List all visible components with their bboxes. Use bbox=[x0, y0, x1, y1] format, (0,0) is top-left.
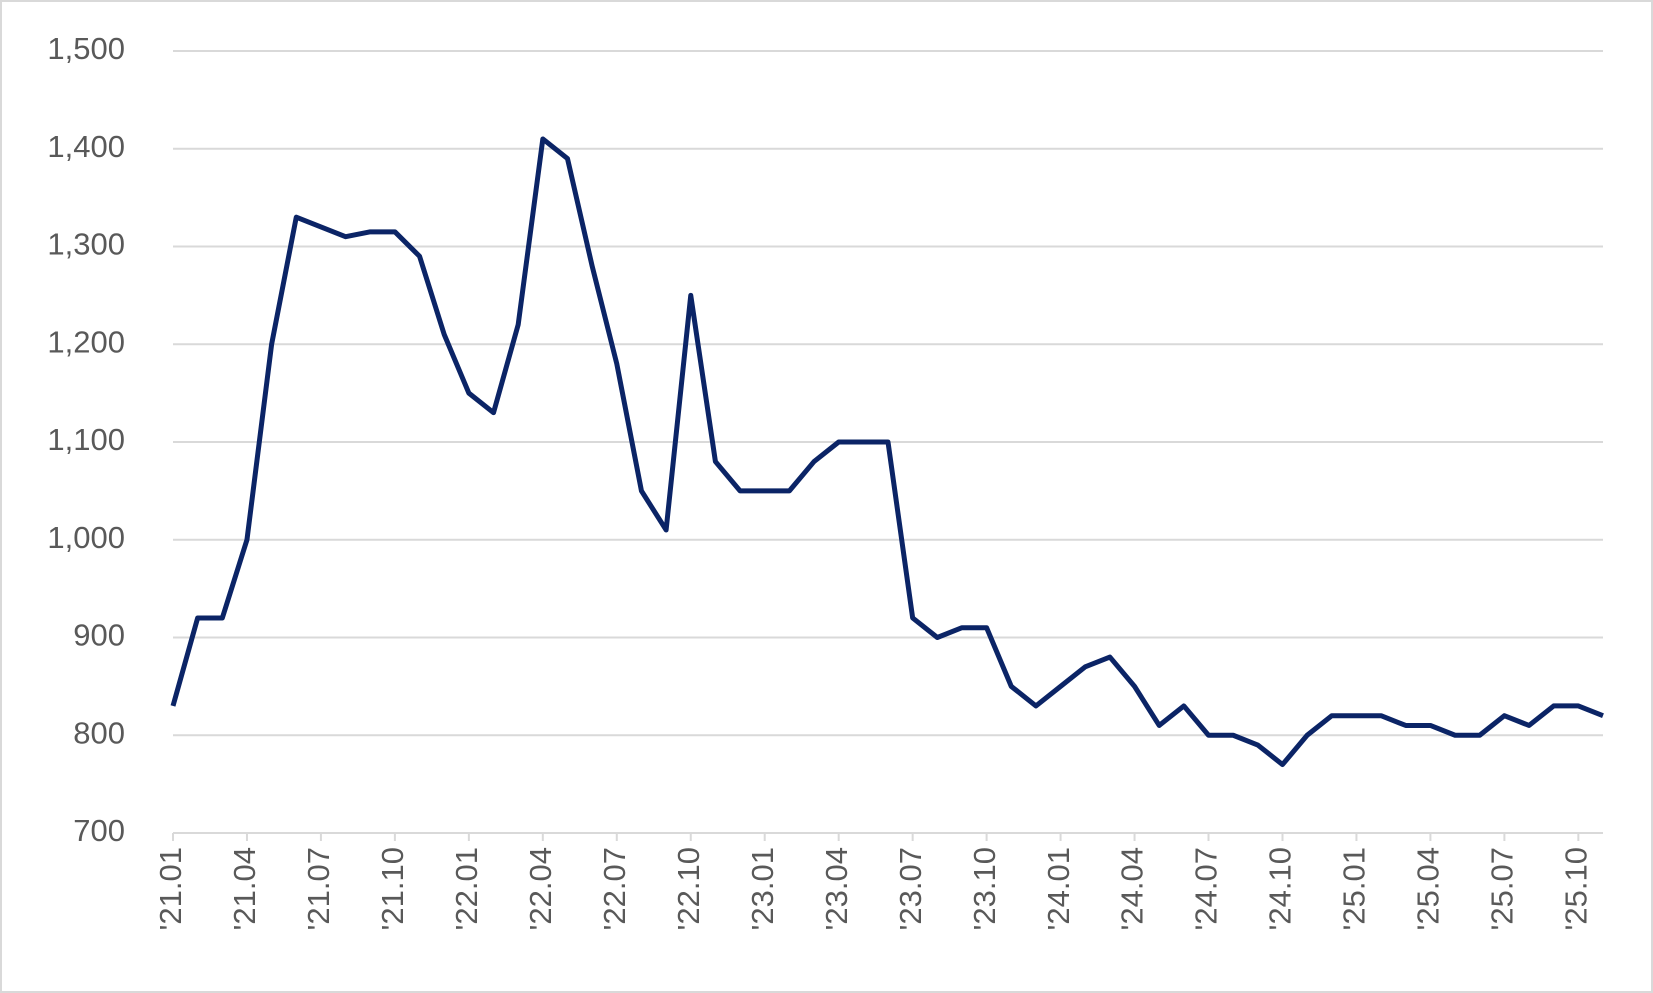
y-tick-label: 1,000 bbox=[47, 520, 125, 555]
x-tick-label: '22.07 bbox=[597, 847, 632, 931]
x-tick-label: '23.04 bbox=[819, 847, 854, 931]
x-tick-label: '22.01 bbox=[449, 847, 484, 931]
x-tick-label: '25.04 bbox=[1411, 847, 1446, 931]
x-tick-label: '24.04 bbox=[1115, 847, 1150, 931]
y-tick-label: 1,400 bbox=[47, 129, 125, 164]
y-tick-label: 1,100 bbox=[47, 422, 125, 457]
y-tick-label: 700 bbox=[73, 813, 125, 848]
x-tick-label: '21.07 bbox=[301, 847, 336, 931]
x-tick-label: '22.04 bbox=[523, 847, 558, 931]
y-tick-label: 800 bbox=[73, 715, 125, 750]
y-tick-label: 1,300 bbox=[47, 227, 125, 262]
x-tick-label: '25.10 bbox=[1559, 847, 1594, 931]
x-tick-label: '21.10 bbox=[375, 847, 410, 931]
x-tick-label: '23.07 bbox=[893, 847, 928, 931]
y-tick-label: 900 bbox=[73, 618, 125, 653]
data-line bbox=[170, 136, 1604, 768]
x-tick-label: '21.01 bbox=[153, 847, 188, 931]
x-tick-label: '24.07 bbox=[1189, 847, 1224, 931]
y-tick-label: 1,200 bbox=[47, 324, 125, 359]
x-tick-label: '25.07 bbox=[1485, 847, 1520, 931]
x-tick-label: '23.10 bbox=[967, 847, 1002, 931]
x-tick-label: '25.01 bbox=[1337, 847, 1372, 931]
x-tick-label: '24.10 bbox=[1263, 847, 1298, 931]
x-tick-label: '22.10 bbox=[671, 847, 706, 931]
x-tick-label: '21.04 bbox=[227, 847, 262, 931]
x-tick-label: '24.01 bbox=[1041, 847, 1076, 931]
x-tick-label: '23.01 bbox=[745, 847, 780, 931]
y-tick-label: 1,500 bbox=[47, 31, 125, 66]
